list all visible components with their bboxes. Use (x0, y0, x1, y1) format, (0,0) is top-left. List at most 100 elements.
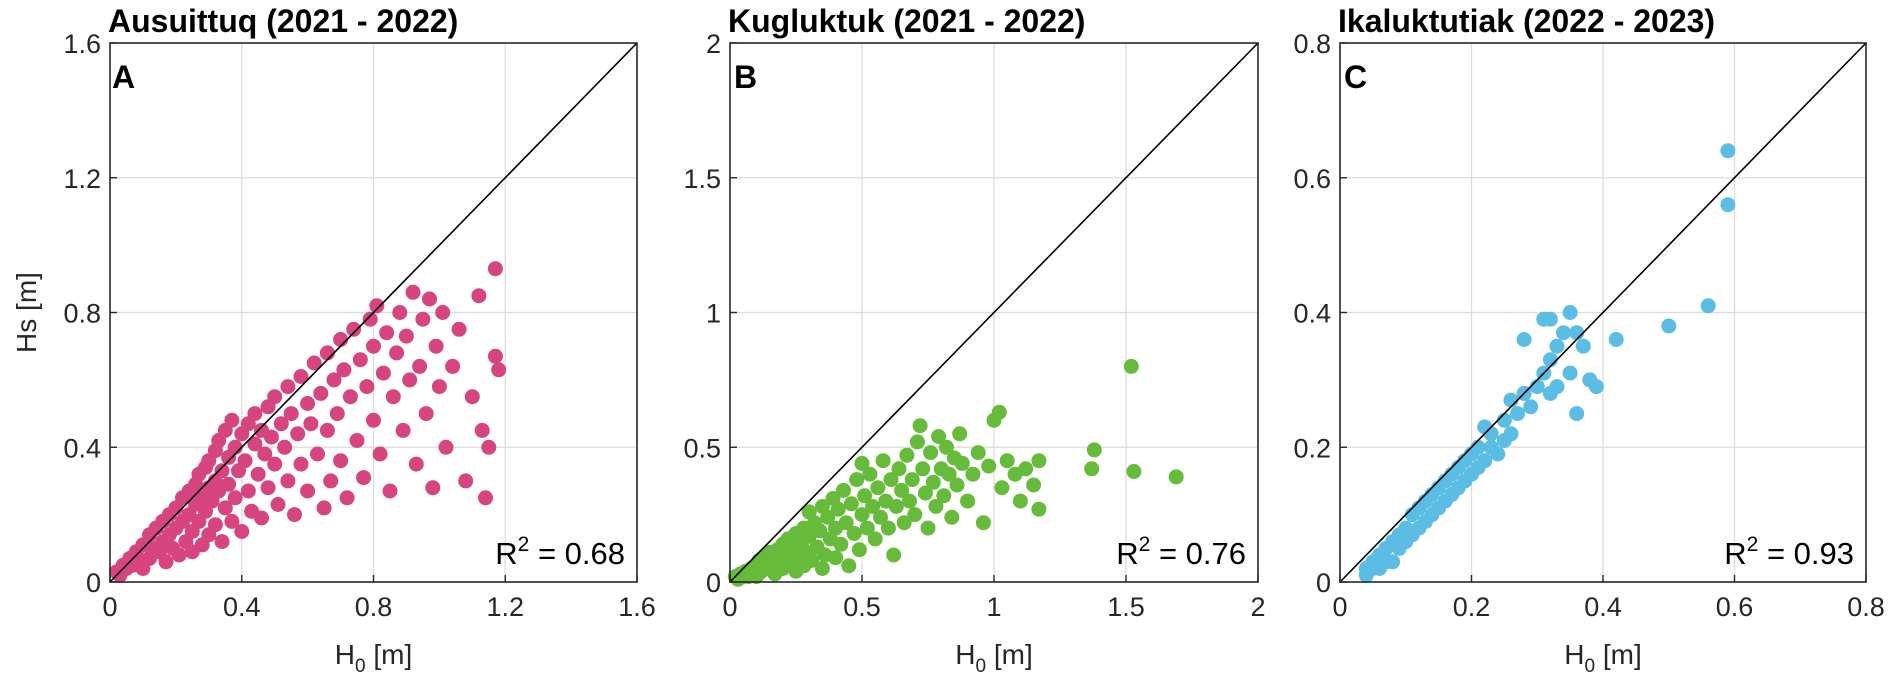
data-point (812, 523, 828, 539)
data-point (290, 426, 306, 442)
y-tick-label: 0.5 (683, 433, 721, 463)
data-point (366, 338, 381, 354)
data-point (923, 445, 939, 461)
data-point (912, 418, 928, 434)
data-point (247, 406, 263, 422)
r-squared-value: = 0.68 (529, 536, 625, 571)
data-point (975, 515, 991, 531)
data-point (491, 362, 507, 378)
data-point (227, 439, 243, 455)
data-point (310, 446, 325, 462)
y-tick-label: 0.4 (63, 433, 101, 463)
data-point (323, 473, 339, 489)
data-point (843, 496, 859, 512)
x-axis-label: H0 [m] (955, 639, 1032, 677)
data-point (313, 385, 329, 401)
x-tick-label: 1.5 (1107, 592, 1145, 622)
data-point (909, 434, 925, 450)
one-to-one-line (1339, 42, 1867, 583)
x-axis-label-main: H (1564, 639, 1584, 670)
data-point (854, 507, 870, 523)
data-point (1569, 406, 1585, 422)
data-point (1720, 143, 1736, 159)
data-point (267, 456, 283, 472)
data-point (1123, 358, 1139, 374)
data-point (389, 345, 405, 361)
data-point (846, 526, 862, 541)
data-point (366, 412, 381, 428)
x-axis-label-unit: [m] (986, 639, 1033, 670)
data-point (1529, 379, 1545, 395)
data-point (1516, 332, 1532, 347)
data-point (1549, 379, 1565, 395)
data-point (1661, 318, 1677, 334)
data-point (888, 499, 904, 514)
y-tick-label: 0.6 (1293, 164, 1331, 194)
y-tick-label: 1.5 (683, 164, 721, 194)
data-point (854, 455, 870, 471)
x-axis-label: H0 [m] (335, 639, 412, 677)
data-point (395, 422, 411, 438)
data-point (418, 406, 434, 422)
x-axis-label-subscript: 0 (355, 656, 366, 677)
r-squared-value: = 0.93 (1758, 536, 1854, 571)
data-point (836, 482, 851, 498)
y-tick-label: 0.2 (1293, 433, 1331, 463)
y-tick-label: 0 (1316, 568, 1331, 598)
data-point (828, 550, 844, 566)
y-tick-label: 0.4 (1293, 299, 1331, 329)
data-point (870, 480, 886, 496)
data-point (283, 406, 299, 422)
data-point (1542, 352, 1558, 368)
x-tick-label: 0.8 (1847, 592, 1885, 622)
data-point (362, 311, 378, 327)
data-point (293, 369, 309, 384)
r-squared-value: = 0.76 (1150, 536, 1246, 571)
data-point (902, 493, 917, 509)
data-point (254, 510, 269, 526)
data-point (931, 429, 947, 444)
data-point (915, 461, 931, 477)
y-tick-label: 0.8 (1293, 29, 1331, 59)
data-point (1031, 501, 1047, 517)
x-tick-label: 0.5 (843, 592, 881, 622)
data-point (487, 348, 503, 364)
data-point (263, 429, 279, 445)
data-point (1503, 392, 1519, 408)
y-tick-label: 0.8 (63, 299, 101, 329)
chart-title: Ausuittuq (2021 - 2022) (108, 3, 458, 39)
data-point (171, 547, 187, 563)
data-point (240, 483, 256, 499)
x-axis-label-unit: [m] (1595, 639, 1642, 670)
data-point (326, 372, 342, 388)
data-point (234, 524, 250, 539)
x-tick-label: 0.4 (223, 592, 261, 622)
data-point (247, 436, 263, 452)
data-point (851, 542, 867, 558)
data-point (1523, 399, 1539, 415)
panel-letter: B (734, 59, 757, 95)
y-tick-label: 2 (706, 29, 721, 59)
data-point (333, 332, 349, 347)
data-point (833, 536, 849, 552)
data-point (1385, 554, 1401, 570)
data-point (267, 389, 283, 405)
data-point (227, 490, 243, 506)
data-point (1031, 453, 1047, 469)
data-point (214, 463, 230, 479)
data-point (273, 416, 289, 432)
data-point (873, 509, 888, 525)
x-axis-label-main: H (955, 639, 975, 670)
data-point (415, 311, 431, 327)
data-point (458, 473, 474, 489)
data-point (1496, 412, 1512, 428)
data-point (1562, 365, 1578, 381)
data-point (369, 298, 385, 314)
data-point (1549, 338, 1565, 354)
data-point (865, 499, 881, 514)
data-point (936, 488, 952, 504)
data-point (965, 466, 981, 482)
data-point (1477, 453, 1493, 469)
